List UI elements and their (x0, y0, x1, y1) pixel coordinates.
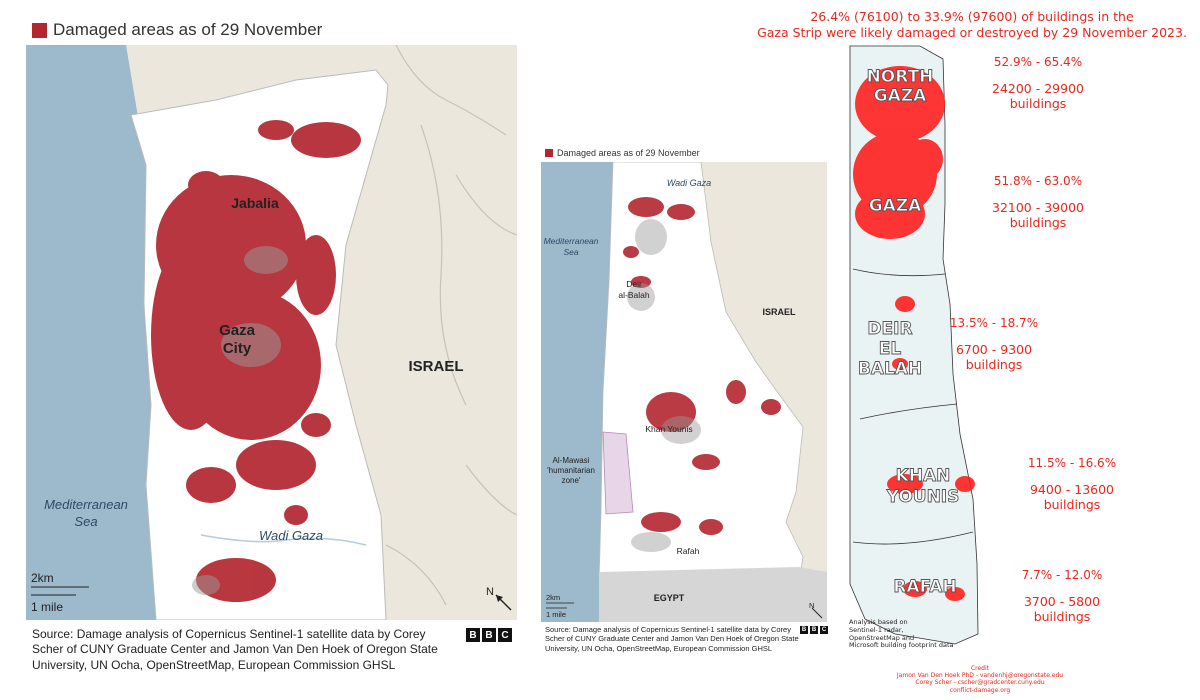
zone-name-deir-1: DEIR (867, 319, 912, 339)
boundary-deir-khan (859, 403, 958, 420)
map2-source: Source: Damage analysis of Copernicus Se… (545, 625, 799, 653)
map1-damage (151, 120, 361, 602)
label-mawasi-1: Al-Mawasi (553, 456, 590, 465)
label-sea-1: Mediterranean (544, 236, 599, 246)
zone-name-north-gaza-2: GAZA (874, 86, 927, 106)
zone-name-khan-2: YOUNIS (886, 487, 960, 507)
map1-legend-label: Damaged areas as of 29 November (53, 20, 323, 39)
zone-stat-deir-el-balah: 13.5% - 18.7% 6700 - 9300 buildings (949, 316, 1039, 372)
zone-name-north-gaza-1: NORTH (867, 67, 934, 87)
map2-strip (598, 162, 804, 583)
map1-source: Source: Damage analysis of Copernicus Se… (32, 627, 438, 672)
zone-name-khan-1: KHAN (896, 466, 951, 486)
map1-sea (26, 45, 156, 620)
scale-km-label: 2km (31, 571, 54, 585)
bbc-logo: B B C (466, 628, 512, 642)
zone-name-deir-3: BALAH (858, 359, 922, 379)
label-deir-1: Deir (626, 279, 642, 289)
label-sea-2: Sea (563, 247, 578, 257)
scale-mile-label: 1 mile (31, 600, 63, 614)
label-sea-1: Mediterranean (44, 497, 128, 512)
label-city: City (223, 340, 252, 357)
credit-block: Credit Jamon Van Den Hoek PhD - vandenhj… (896, 665, 1064, 694)
north-label: N (486, 586, 494, 598)
label-gaza: Gaza (219, 322, 256, 339)
map3-canvas[interactable]: NORTH GAZA GAZA DEIR EL BALAH KHAN YOUNI… (845, 44, 985, 664)
map2-legend: Damaged areas as of 29 November (545, 148, 700, 158)
damage-legend-swatch (32, 22, 47, 38)
label-mawasi-3: zone' (562, 476, 581, 485)
map2-sea (541, 162, 613, 622)
zone-stat-gaza: 51.8% - 63.0% 32100 - 39000 buildings (992, 174, 1084, 230)
scale-km-label: 2km (546, 593, 560, 602)
label-israel: ISRAEL (408, 358, 463, 375)
map2-legend-label: Damaged areas as of 29 November (557, 148, 700, 158)
north-label: N (809, 601, 814, 610)
map2-egypt (599, 567, 827, 622)
zone-stat-north-gaza: 52.9% - 65.4% 24200 - 29900 buildings (992, 55, 1084, 111)
bbc-logo: B B C (800, 626, 828, 634)
label-mawasi-2: 'humanitarian (547, 466, 595, 475)
zone-name-deir-2: EL (879, 339, 902, 359)
label-israel: ISRAEL (762, 307, 796, 317)
zone-name-rafah: RAFAH (893, 577, 956, 597)
north-arrow-icon (811, 607, 823, 619)
zone-stat-khan-younis: 11.5% - 16.6% 9400 - 13600 buildings (1027, 456, 1117, 512)
map1-canvas[interactable]: Jabalia Gaza City ISRAEL Mediterranean S… (26, 45, 517, 620)
mawasi-zone (602, 431, 634, 515)
label-egypt: EGYPT (654, 593, 685, 603)
scale-mile-label: 1 mile (546, 610, 566, 619)
label-rafah: Rafah (677, 546, 700, 556)
zone-stat-rafah: 7.7% - 12.0% 3700 - 5800 buildings (1021, 568, 1103, 624)
label-khan-younis: Khan Younis (645, 424, 692, 434)
label-sea-2: Sea (74, 514, 97, 529)
damage-legend-swatch (545, 149, 553, 157)
label-jabalia: Jabalia (231, 195, 279, 211)
map2-damage (623, 197, 781, 535)
map3-headline: 26.4% (76100) to 33.9% (97600) of buildi… (757, 9, 1187, 40)
analysis-note: Analysis based on Sentinel-1 radar, Open… (849, 618, 954, 650)
label-deir-2: al-Balah (618, 290, 649, 300)
label-wadi-gaza: Wadi Gaza (667, 178, 711, 188)
map2-canvas[interactable]: Wadi Gaza Mediterranean Sea Deir al-Bala… (541, 162, 827, 622)
zone-name-gaza: GAZA (869, 196, 922, 216)
boundary-gaza-deir (852, 268, 946, 277)
map3-damage (853, 66, 975, 601)
map1-legend: Damaged areas as of 29 November (32, 20, 322, 40)
label-wadi-gaza: Wadi Gaza (259, 528, 323, 543)
boundary-khan-rafah (852, 531, 974, 545)
